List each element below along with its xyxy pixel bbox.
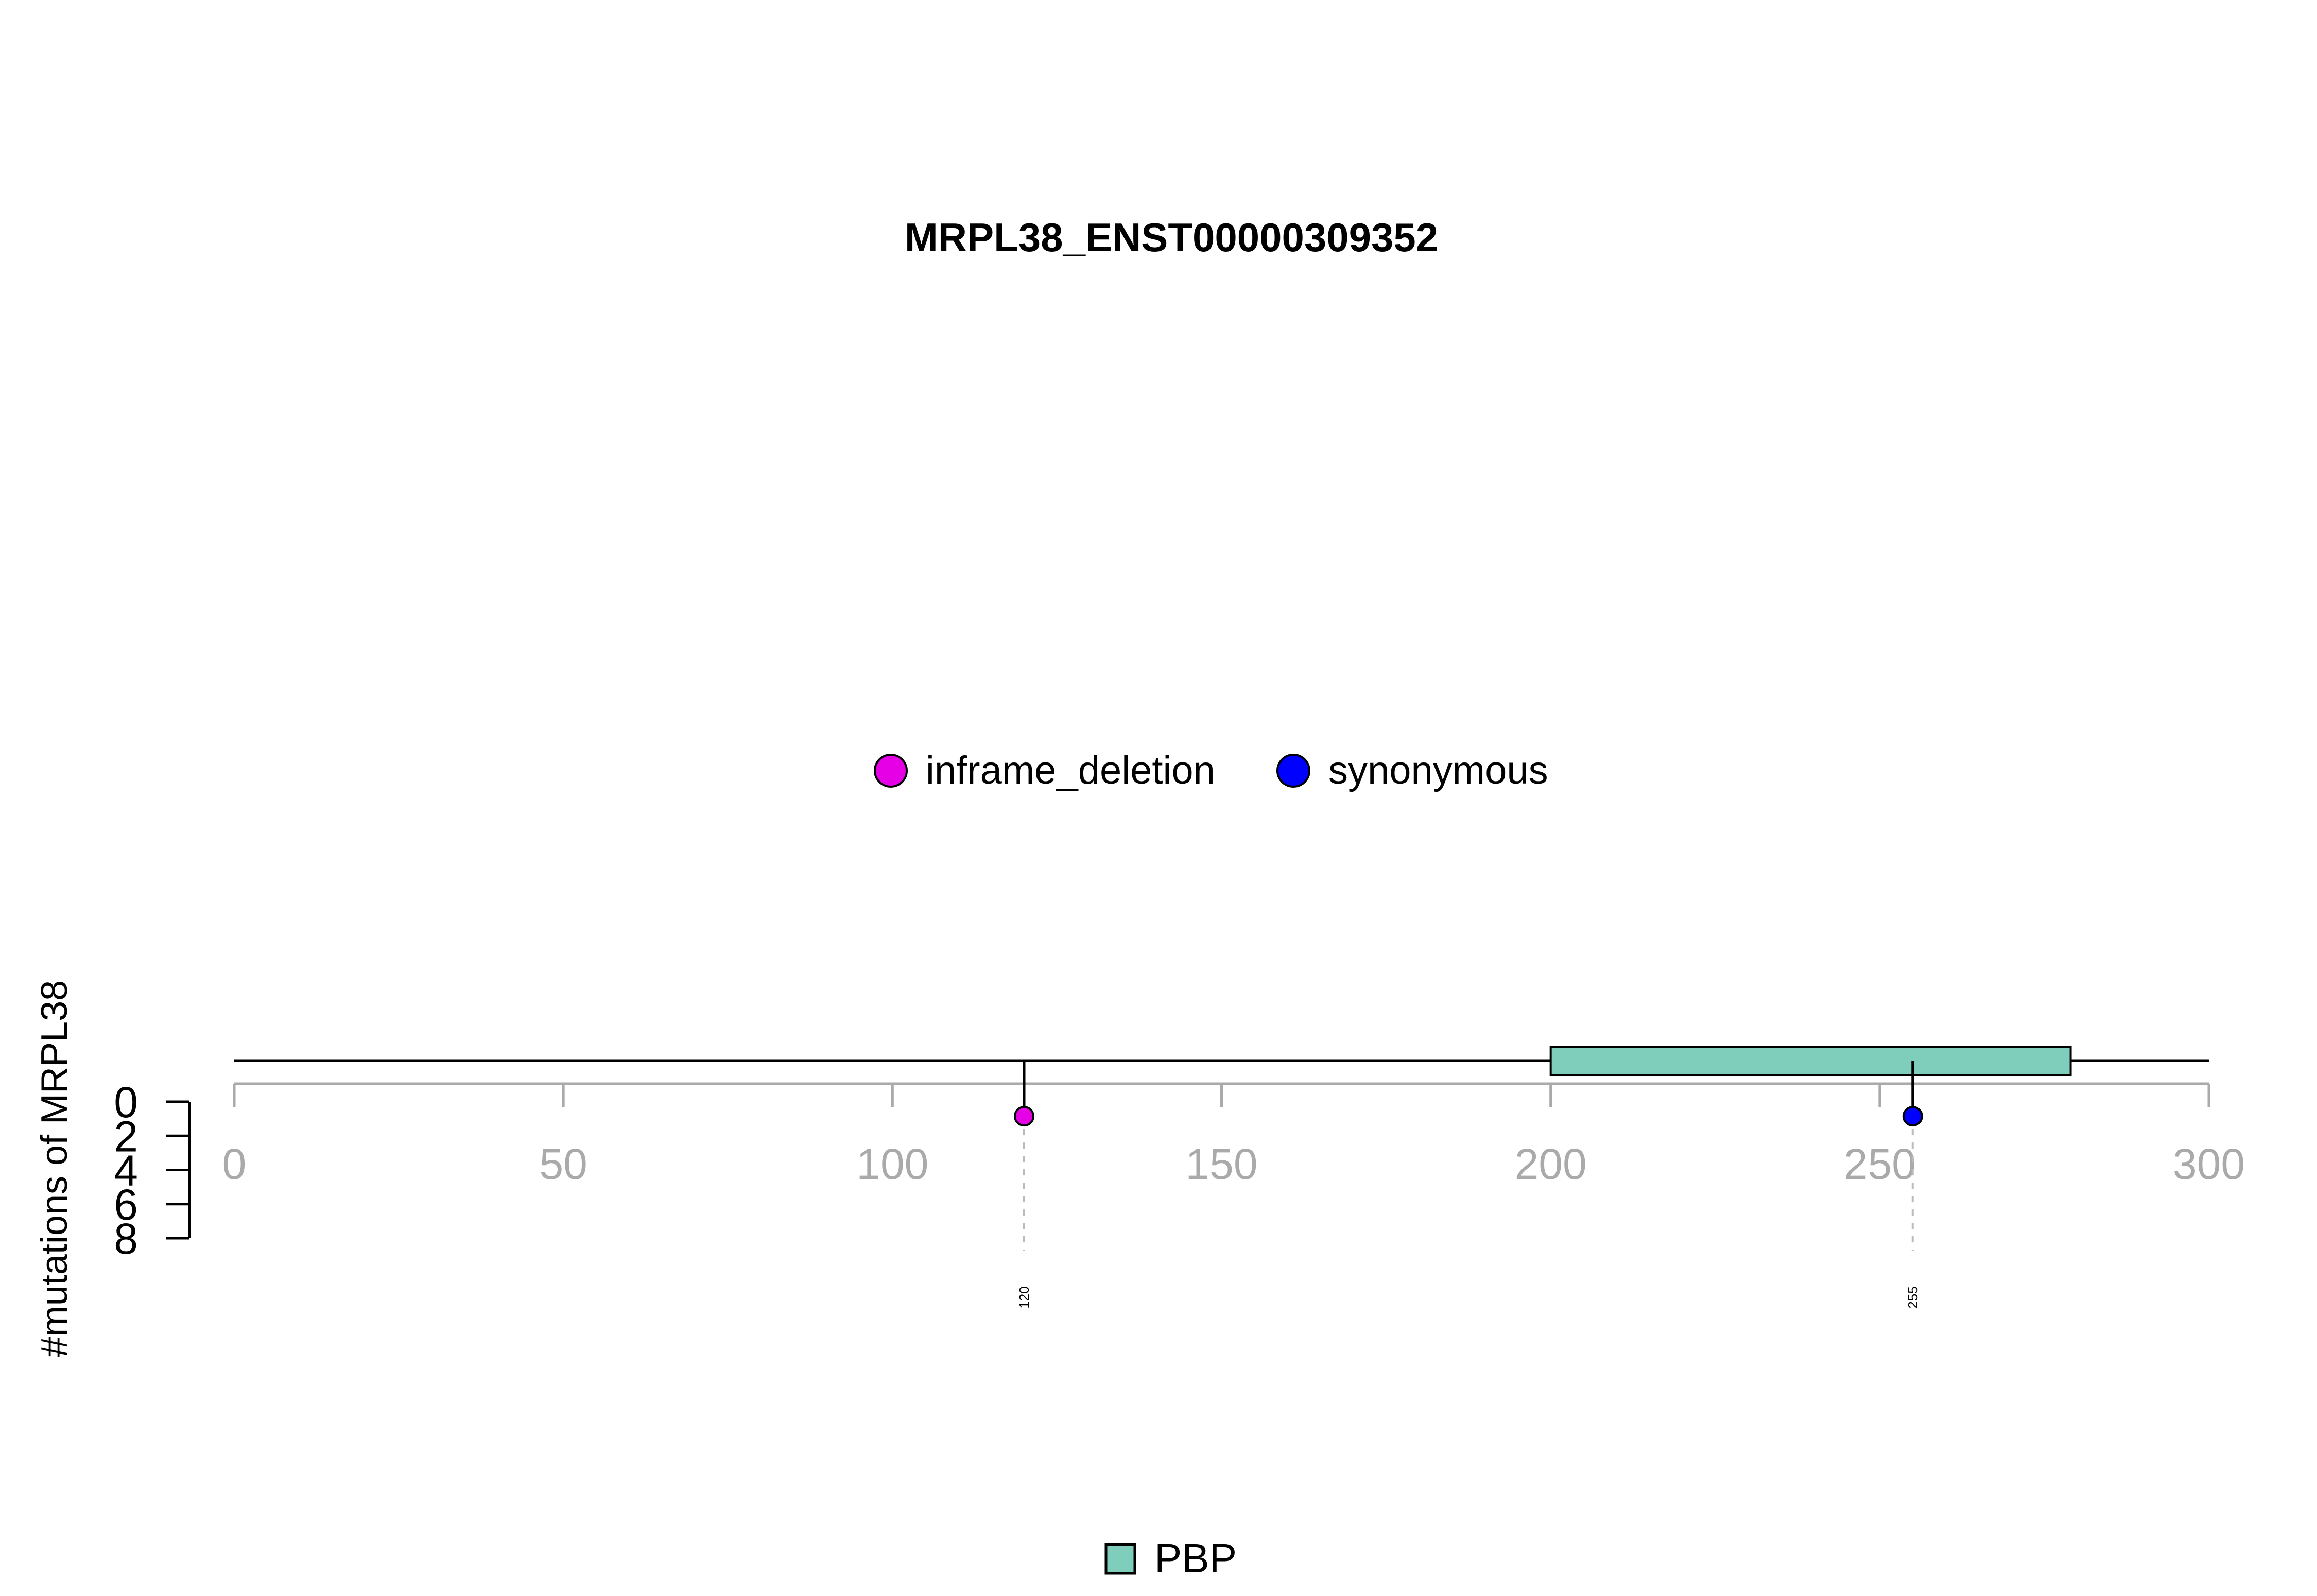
x-tick-label: 50 [539, 1140, 587, 1188]
domain-pbp [1549, 1046, 2072, 1076]
legend-label: inframe_deletion [926, 749, 1215, 792]
mutation-120: 120 [1014, 1061, 1034, 1309]
x-tick-label: 200 [1515, 1140, 1587, 1188]
domain-legend-swatch [1104, 1543, 1136, 1575]
x-tick-label: 150 [1185, 1140, 1257, 1188]
y-tick-label: 0 [114, 1078, 138, 1126]
mutation-marker-synonymous [1902, 1106, 1923, 1127]
mutation-255: 255 [1902, 1061, 1923, 1309]
domain-legend-item-pbp: PBP [1104, 1535, 1237, 1581]
mutation-layer: 120 255 [1014, 1061, 1923, 1309]
y-axis-label: #mutations of MRPL38 [34, 980, 75, 1357]
x-tick-label: 250 [1844, 1140, 1916, 1188]
x-tick-label: 100 [856, 1140, 928, 1188]
legend-item-synonymous: synonymous [1276, 749, 1548, 792]
legend-label: synonymous [1328, 749, 1548, 792]
mutation-position-label: 255 [1905, 1286, 1921, 1308]
legend-item-inframe-deletion: inframe_deletion [874, 749, 1215, 792]
y-tick-label: 2 [114, 1112, 138, 1160]
y-tick-label: 4 [114, 1147, 138, 1195]
domain-legend-label: PBP [1154, 1535, 1237, 1581]
synonymous-legend-marker [1276, 754, 1310, 788]
x-tick-label: 300 [2173, 1140, 2245, 1188]
domain-layer [1549, 1046, 2072, 1076]
x-axis: 0 50 100 150 200 250 300 [222, 1082, 2245, 1188]
x-tick-label: 0 [222, 1140, 247, 1188]
inframe-deletion-legend-marker [874, 754, 908, 788]
chart-title: MRPL38_ENST00000309352 [905, 215, 1438, 260]
domain-legend: PBP [1104, 1535, 1237, 1581]
y-tick-label: 6 [114, 1181, 138, 1229]
mutation-marker-inframe-deletion [1014, 1106, 1034, 1127]
y-tick-label: 8 [114, 1215, 138, 1263]
mutation-position-label: 120 [1016, 1286, 1032, 1308]
mutation-legend: inframe_deletion synonymous [874, 749, 1548, 792]
